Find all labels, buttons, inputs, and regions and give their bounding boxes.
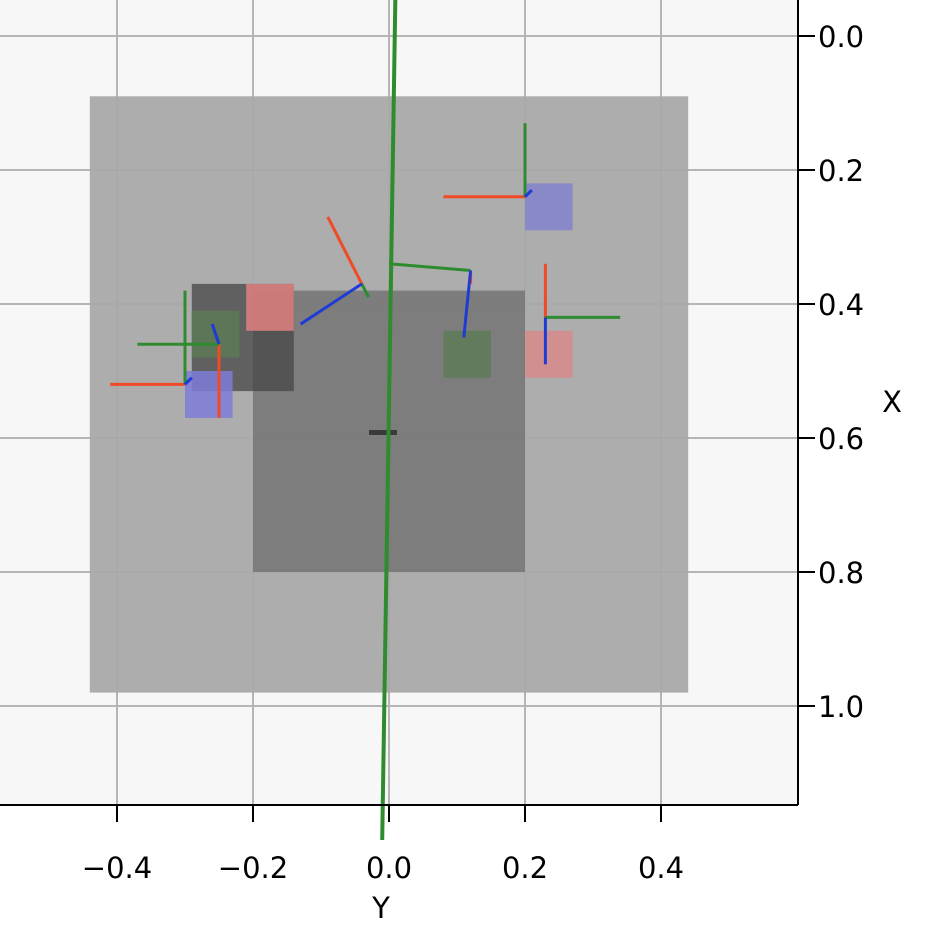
x-tick-label-4: 0.4 — [638, 851, 684, 885]
x-tick-label-3: 0.2 — [502, 851, 548, 885]
y-tick-label-4: 0.8 — [818, 556, 864, 590]
x-tick-label-0: −0.4 — [82, 851, 152, 885]
x-tick-label-2: 0.0 — [366, 851, 412, 885]
frame-1-axis-blue — [210, 323, 221, 345]
y-tick-label-5: 1.0 — [818, 690, 864, 724]
y-ticks: 0.0 0.2 0.4 0.6 0.8 1.0 — [798, 20, 864, 724]
y-tick-label-3: 0.6 — [818, 422, 864, 456]
axes — [0, 0, 799, 806]
marker-square-4 — [443, 330, 491, 378]
frame-2-axis-blue — [299, 282, 363, 326]
x-axis-label: Y — [371, 891, 390, 925]
coordinate-frames — [110, 123, 621, 418]
marker-square-3 — [525, 183, 573, 231]
line-series — [380, 0, 398, 841]
series-line-0 — [380, 0, 398, 841]
x-ticks: −0.4 −0.2 0.0 0.2 0.4 — [82, 805, 684, 885]
frame-3-axis-blue — [462, 270, 473, 338]
y-tick-label-2: 0.4 — [818, 288, 864, 322]
frame-4-axis-blue — [523, 189, 533, 198]
x-tick-label-1: −0.2 — [218, 851, 288, 885]
frame-2-axis-green — [360, 283, 370, 298]
marker-square-5 — [525, 330, 573, 378]
frame-3-axis-green — [388, 262, 471, 272]
marker-square-0 — [246, 283, 294, 331]
frame-2-axis-red — [326, 216, 364, 285]
origin-marker — [369, 430, 397, 435]
y-tick-label-1: 0.2 — [818, 154, 864, 188]
y-axis-label: X — [882, 385, 902, 419]
marker-square-2 — [185, 371, 233, 418]
y-tick-label-0: 0.0 — [818, 20, 864, 54]
frame-0-axis-blue — [183, 376, 193, 386]
marker-squares — [185, 183, 573, 418]
